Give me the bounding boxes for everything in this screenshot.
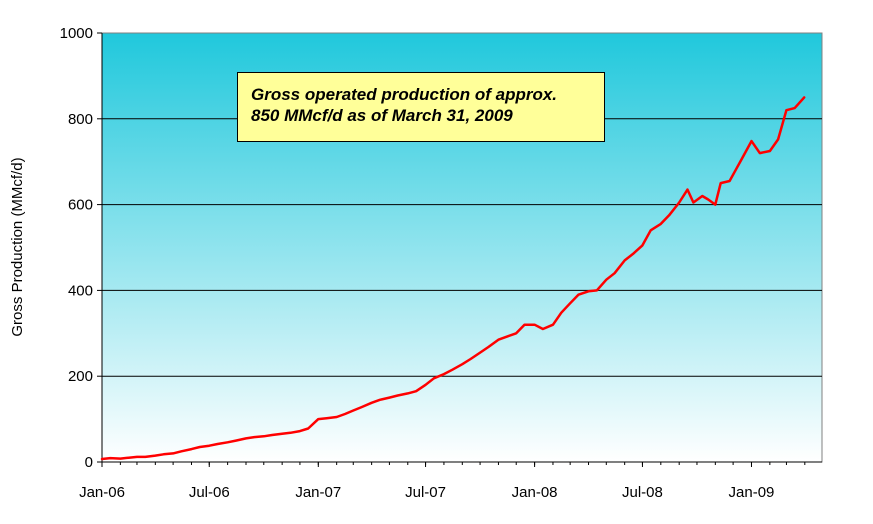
x-tick-label: Jan-09 bbox=[729, 484, 775, 501]
series-line-1 bbox=[100, 96, 806, 461]
y-tick-label: 800 bbox=[68, 111, 93, 128]
y-tick-label: 0 bbox=[85, 454, 93, 471]
x-tick-label: Jan-08 bbox=[512, 484, 558, 501]
x-axis-ticks: Jan-06 Jul-06 Jan-07 Jul-07 Jan-08 Jul-08 Jan-… bbox=[79, 462, 806, 501]
y-axis-ticks: 0 200 400 600 800 1000 bbox=[60, 25, 102, 471]
annotation-callout: Gross operated production of approx. 850… bbox=[237, 72, 605, 142]
x-tick-label: Jul-08 bbox=[622, 484, 663, 501]
y-tick-label: 400 bbox=[68, 282, 93, 299]
annotation-line-2: 850 MMcf/d as of March 31, 2009 bbox=[251, 106, 513, 125]
x-tick-label: Jan-07 bbox=[295, 484, 341, 501]
y-tick-label: 600 bbox=[68, 197, 93, 214]
x-tick-label: Jul-07 bbox=[405, 484, 446, 501]
y-tick-label: 1000 bbox=[60, 25, 93, 42]
x-tick-label: Jan-06 bbox=[79, 484, 125, 501]
x-tick-label: Jul-06 bbox=[189, 484, 230, 501]
y-tick-label: 200 bbox=[68, 368, 93, 385]
y-axis-title: Gross Production (MMcf/d) bbox=[9, 157, 26, 336]
annotation-line-1: Gross operated production of approx. bbox=[251, 85, 558, 104]
series-layer bbox=[100, 96, 806, 461]
